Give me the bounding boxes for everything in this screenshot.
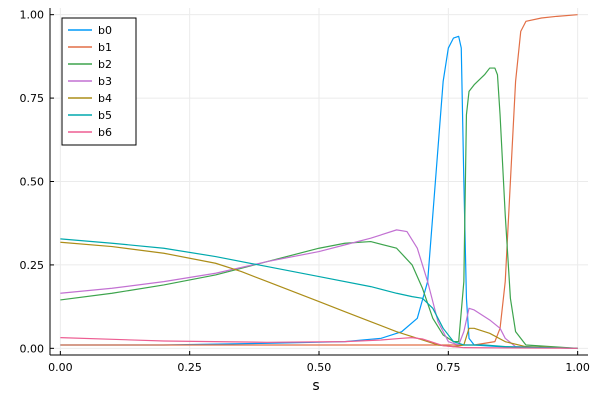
legend-label-b0: b0 xyxy=(98,24,112,37)
y-tick-label: 0.75 xyxy=(20,92,45,105)
legend-label-b3: b3 xyxy=(98,75,112,88)
tick-labels: 0.00 0.25 0.50 0.75 1.00 0.00 0.25 0.50 0.75 1.00 xyxy=(20,9,590,374)
y-tick-label: 0.25 xyxy=(20,259,45,272)
series-line-b5 xyxy=(60,238,578,349)
x-tick-label: 0.50 xyxy=(307,361,332,374)
series-line-b4 xyxy=(60,241,578,349)
legend-label-b4: b4 xyxy=(98,92,112,105)
y-tick-label: 0.50 xyxy=(20,176,45,189)
legend: b0 b1 b2 b3 b4 b5 b6 xyxy=(61,17,137,146)
y-tick-label: 0.00 xyxy=(20,342,45,355)
series-line-b1 xyxy=(60,14,578,346)
series-line-b2 xyxy=(60,67,578,349)
y-tick-label: 1.00 xyxy=(20,9,45,22)
x-axis-label: s xyxy=(312,378,319,394)
legend-label-b1: b1 xyxy=(98,41,112,54)
series-line-b6 xyxy=(60,337,578,349)
legend-label-b2: b2 xyxy=(98,58,112,71)
x-tick-label: 0.25 xyxy=(177,361,202,374)
series-group xyxy=(60,14,578,349)
grid xyxy=(50,8,588,355)
x-tick-label: 0.00 xyxy=(48,361,73,374)
series-line-b3 xyxy=(60,229,578,349)
legend-label-b5: b5 xyxy=(98,109,112,122)
axes xyxy=(49,8,588,356)
legend-label-b6: b6 xyxy=(98,126,112,139)
x-tick-label: 0.75 xyxy=(436,361,461,374)
x-tick-label: 1.00 xyxy=(565,361,590,374)
